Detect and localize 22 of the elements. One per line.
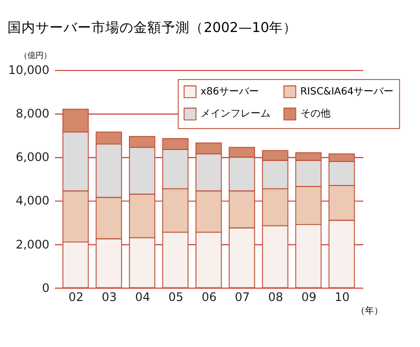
legend-label: x86サーバー <box>200 86 260 98</box>
legend-label: その他 <box>300 108 330 120</box>
y-axis-title: （億円） <box>19 50 52 60</box>
x-tick-label: 03 <box>102 290 117 304</box>
legend-label: RISC&IA64サーバー <box>300 86 394 98</box>
x-tick-label: 05 <box>168 290 184 304</box>
y-tick-label: 6,000 <box>16 150 50 164</box>
x-axis-title: （年） <box>356 306 384 317</box>
y-tick-label: 0 <box>42 280 50 295</box>
x-tick-label: 02 <box>68 290 84 304</box>
x-tick-label: 08 <box>268 290 284 304</box>
y-tick-label: 10,000 <box>8 63 50 78</box>
y-tick-label: 8,000 <box>16 106 50 121</box>
y-tick-label: 4,000 <box>16 194 50 208</box>
chart-title: 国内サーバー市場の金額予測（2002—10年） <box>8 20 298 36</box>
x-tick-label: 07 <box>234 290 250 304</box>
x-tick-label: 10 <box>334 290 350 304</box>
y-tick-label: 2,000 <box>16 237 50 252</box>
legend-label: メインフレーム <box>200 108 270 120</box>
x-tick-label: 09 <box>301 290 316 304</box>
x-tick-label: 04 <box>135 290 150 304</box>
x-tick-label: 06 <box>202 290 217 304</box>
